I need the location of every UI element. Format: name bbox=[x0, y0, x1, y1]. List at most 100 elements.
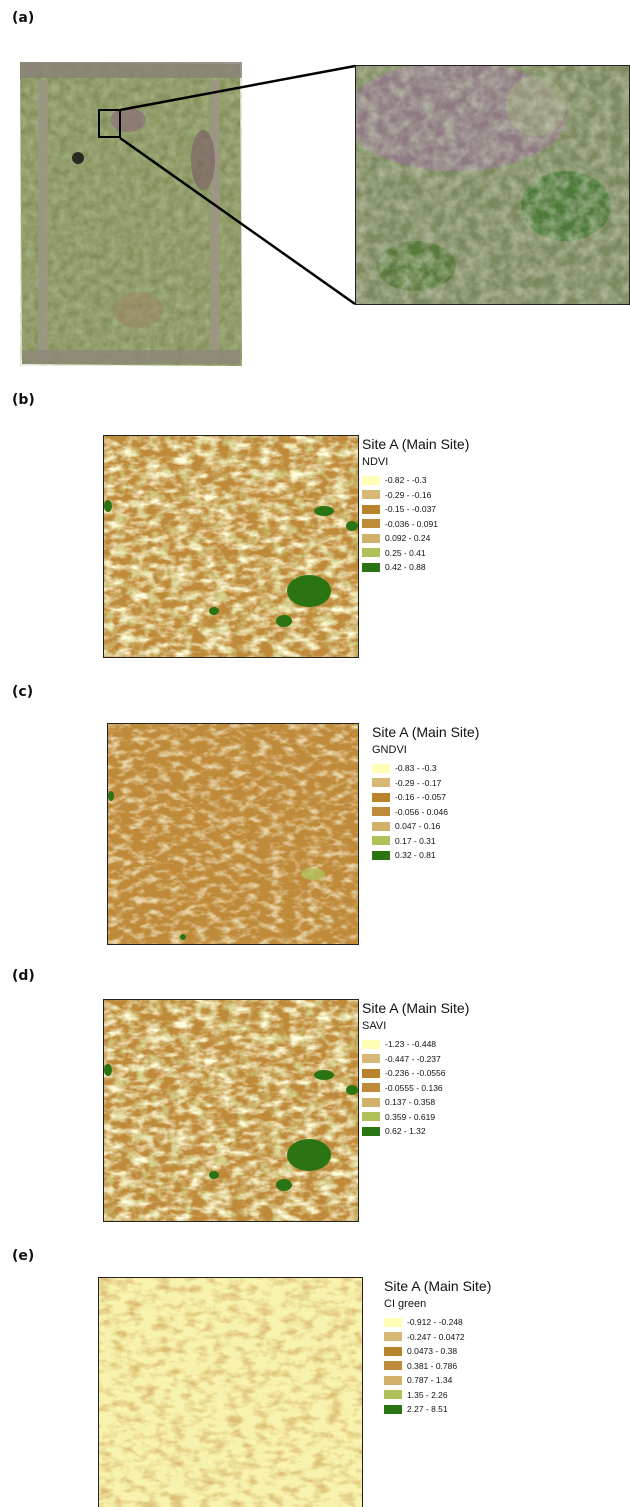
legend-range-label: -0.82 - -0.3 bbox=[385, 475, 427, 486]
legend-swatch bbox=[362, 562, 380, 572]
legend-range-label: 0.17 - 0.31 bbox=[395, 835, 436, 846]
legend-entry: 0.047 - 0.16 bbox=[372, 819, 479, 834]
legend-site-title: Site A (Main Site) bbox=[372, 724, 480, 740]
legend-entry: 0.32 - 0.81 bbox=[372, 848, 479, 863]
legend-entry: 0.62 - 1.32 bbox=[362, 1124, 469, 1139]
legend-entry: 0.787 - 1.34 bbox=[384, 1373, 491, 1388]
legend-gndvi: Site A (Main Site) GNDVI -0.83 - -0.3 -0.… bbox=[372, 724, 479, 863]
legend-range-label: 2.27 - 8.51 bbox=[407, 1404, 448, 1415]
legend-swatch bbox=[372, 821, 390, 831]
legend-savi: Site A (Main Site) SAVI -1.23 - -0.448 -0… bbox=[362, 1000, 469, 1139]
legend-entry: -0.247 - 0.0472 bbox=[384, 1330, 491, 1345]
zoom-lines bbox=[119, 64, 356, 306]
legend-site-title: Site A (Main Site) bbox=[384, 1278, 492, 1294]
legend-entry: 0.17 - 0.31 bbox=[372, 834, 479, 849]
legend-swatch bbox=[362, 490, 380, 500]
legend-swatch bbox=[362, 475, 380, 485]
legend-range-label: -0.236 - -0.0556 bbox=[385, 1068, 446, 1079]
legend-swatch bbox=[384, 1375, 402, 1385]
legend-index-name: SAVI bbox=[362, 1020, 387, 1032]
map-savi bbox=[103, 999, 359, 1222]
legend-entry: 0.0473 - 0.38 bbox=[384, 1344, 491, 1359]
legend-site-title: Site A (Main Site) bbox=[362, 1000, 470, 1016]
legend-entry: -0.447 - -0.237 bbox=[362, 1052, 469, 1067]
panel-label-a: (a) bbox=[12, 10, 35, 26]
legend-range-label: -0.056 - 0.046 bbox=[395, 806, 448, 817]
legend-swatch bbox=[362, 1112, 380, 1122]
legend-ci-green: Site A (Main Site) CI green -0.912 - -0.… bbox=[384, 1278, 491, 1417]
legend-range-label: -0.036 - 0.091 bbox=[385, 518, 438, 529]
legend-ndvi: Site A (Main Site) NDVI -0.82 - -0.3 -0.2… bbox=[362, 436, 469, 575]
legend-swatch bbox=[362, 1054, 380, 1064]
legend-range-label: -0.247 - 0.0472 bbox=[407, 1331, 465, 1342]
legend-range-label: -0.29 - -0.17 bbox=[395, 777, 442, 788]
legend-range-label: -0.16 - -0.057 bbox=[395, 792, 447, 803]
map-gndvi bbox=[107, 723, 359, 945]
legend-index-name: GNDVI bbox=[372, 744, 407, 756]
legend-swatch bbox=[362, 1039, 380, 1049]
legend-swatch bbox=[384, 1346, 402, 1356]
legend-entry: 0.25 - 0.41 bbox=[362, 546, 469, 561]
legend-entry: -0.0555 - 0.136 bbox=[362, 1081, 469, 1096]
legend-entry: -0.83 - -0.3 bbox=[372, 761, 479, 776]
legend-swatch bbox=[384, 1361, 402, 1371]
legend-entry: 0.42 - 0.88 bbox=[362, 560, 469, 575]
legend-entry: -0.29 - -0.16 bbox=[362, 488, 469, 503]
legend-range-label: 0.787 - 1.34 bbox=[407, 1375, 453, 1386]
legend-entry: -0.82 - -0.3 bbox=[362, 473, 469, 488]
legend-swatch bbox=[384, 1390, 402, 1400]
legend-range-label: -0.447 - -0.237 bbox=[385, 1053, 441, 1064]
legend-entry: -0.056 - 0.046 bbox=[372, 805, 479, 820]
legend-entry: -0.036 - 0.091 bbox=[362, 517, 469, 532]
legend-swatch bbox=[362, 548, 380, 558]
legend-swatch bbox=[372, 763, 390, 773]
legend-entry: 0.137 - 0.358 bbox=[362, 1095, 469, 1110]
legend-entry: -0.16 - -0.057 bbox=[372, 790, 479, 805]
legend-entry: 0.092 - 0.24 bbox=[362, 531, 469, 546]
legend-range-label: 0.092 - 0.24 bbox=[385, 533, 431, 544]
legend-swatch bbox=[372, 778, 390, 788]
legend-range-label: 0.32 - 0.81 bbox=[395, 850, 436, 861]
legend-range-label: 0.381 - 0.786 bbox=[407, 1360, 458, 1371]
legend-swatch bbox=[362, 533, 380, 543]
legend-swatch bbox=[384, 1317, 402, 1327]
legend-swatch bbox=[362, 1126, 380, 1136]
legend-range-label: 0.047 - 0.16 bbox=[395, 821, 441, 832]
legend-swatch bbox=[362, 1097, 380, 1107]
legend-swatch bbox=[362, 504, 380, 514]
legend-site-title: Site A (Main Site) bbox=[362, 436, 470, 452]
legend-range-label: 0.359 - 0.619 bbox=[385, 1111, 436, 1122]
legend-swatch bbox=[362, 1068, 380, 1078]
legend-entry: 0.359 - 0.619 bbox=[362, 1110, 469, 1125]
panel-label-c: (c) bbox=[12, 684, 34, 700]
legend-swatch bbox=[362, 519, 380, 529]
legend-swatch bbox=[384, 1332, 402, 1342]
legend-range-label: -1.23 - -0.448 bbox=[385, 1039, 437, 1050]
legend-entry: -0.29 - -0.17 bbox=[372, 776, 479, 791]
legend-entry: -0.15 - -0.037 bbox=[362, 502, 469, 517]
legend-range-label: 0.62 - 1.32 bbox=[385, 1126, 426, 1137]
legend-range-label: -0.912 - -0.248 bbox=[407, 1317, 463, 1328]
legend-range-label: 0.0473 - 0.38 bbox=[407, 1346, 458, 1357]
legend-index-name: CI green bbox=[384, 1298, 427, 1310]
legend-swatch bbox=[372, 807, 390, 817]
legend-entry: 0.381 - 0.786 bbox=[384, 1359, 491, 1374]
legend-entry: -0.236 - -0.0556 bbox=[362, 1066, 469, 1081]
legend-swatch bbox=[362, 1083, 380, 1093]
legend-range-label: 0.42 - 0.88 bbox=[385, 562, 426, 573]
legend-range-label: -0.15 - -0.037 bbox=[385, 504, 437, 515]
panel-label-e: (e) bbox=[12, 1248, 35, 1264]
legend-range-label: 0.137 - 0.358 bbox=[385, 1097, 436, 1108]
legend-swatch bbox=[384, 1404, 402, 1414]
legend-entry: 1.35 - 2.26 bbox=[384, 1388, 491, 1403]
legend-index-name: NDVI bbox=[362, 456, 389, 468]
legend-range-label: 1.35 - 2.26 bbox=[407, 1389, 448, 1400]
panel-label-b: (b) bbox=[12, 392, 35, 408]
legend-entry: -1.23 - -0.448 bbox=[362, 1037, 469, 1052]
legend-entry: -0.912 - -0.248 bbox=[384, 1315, 491, 1330]
legend-range-label: 0.25 - 0.41 bbox=[385, 547, 426, 558]
legend-range-label: -0.29 - -0.16 bbox=[385, 489, 432, 500]
map-ci-green bbox=[98, 1277, 363, 1507]
legend-swatch bbox=[372, 792, 390, 802]
map-ndvi bbox=[103, 435, 359, 658]
